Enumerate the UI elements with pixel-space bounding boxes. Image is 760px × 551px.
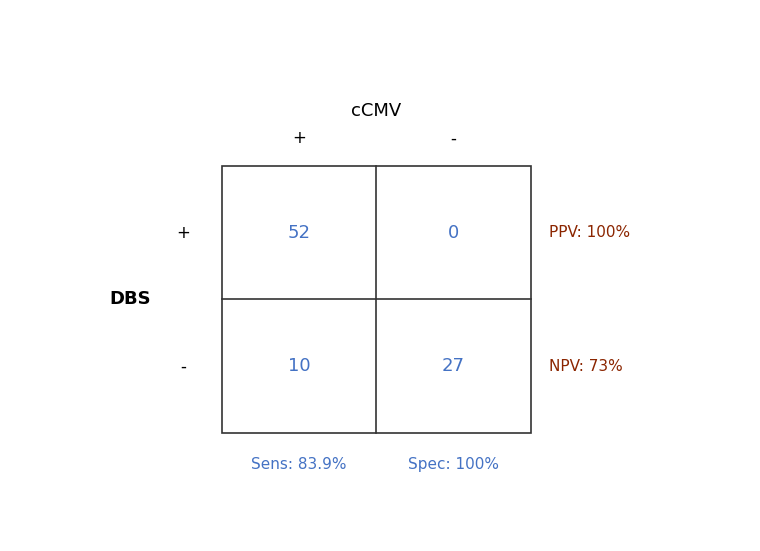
Text: NPV: 73%: NPV: 73% xyxy=(549,359,622,374)
Text: -: - xyxy=(180,357,186,375)
Text: -: - xyxy=(451,129,457,147)
Text: 52: 52 xyxy=(287,224,310,242)
Text: +: + xyxy=(176,224,190,242)
Text: cCMV: cCMV xyxy=(351,102,401,120)
Text: Sens: 83.9%: Sens: 83.9% xyxy=(252,457,347,472)
Text: Spec: 100%: Spec: 100% xyxy=(408,457,499,472)
Text: PPV: 100%: PPV: 100% xyxy=(549,225,629,240)
Text: DBS: DBS xyxy=(109,290,151,309)
Text: 0: 0 xyxy=(448,224,459,242)
Text: 10: 10 xyxy=(287,357,310,375)
Text: +: + xyxy=(292,129,306,147)
Bar xyxy=(222,166,530,433)
Text: 27: 27 xyxy=(442,357,465,375)
